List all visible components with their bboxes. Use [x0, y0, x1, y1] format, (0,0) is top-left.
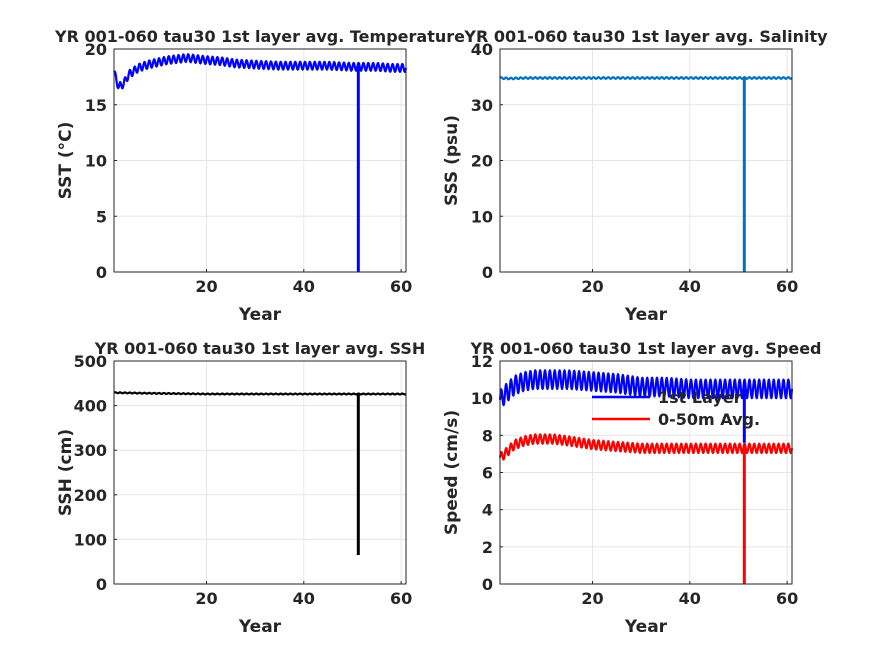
y-tick-label: 20	[471, 152, 493, 171]
series-line-1	[498, 369, 794, 407]
x-axis-label: Year	[238, 305, 282, 325]
x-axis-label: Year	[238, 617, 282, 637]
series-line-2	[498, 433, 794, 461]
x-tick-label: 60	[776, 277, 798, 296]
chart-title: YR 001-060 tau30 1st layer avg. Temperat…	[54, 27, 465, 46]
x-tick-label: 60	[390, 589, 412, 608]
y-tick-label: 6	[482, 464, 493, 483]
series-line-1	[499, 76, 793, 81]
chart-title: YR 001-060 tau30 1st layer avg. Salinity	[463, 27, 828, 46]
y-tick-label: 30	[471, 96, 493, 115]
x-tick-label: 20	[581, 589, 603, 608]
x-tick-label: 60	[776, 589, 798, 608]
x-tick-label: 40	[293, 277, 315, 296]
y-tick-label: 10	[471, 207, 493, 226]
x-tick-label: 40	[293, 589, 315, 608]
y-tick-label: 300	[74, 441, 107, 460]
legend: 1st Layer 0-50m Avg.	[592, 388, 760, 429]
x-axis-label: Year	[624, 305, 668, 325]
chart-title: YR 001-060 tau30 1st layer avg. Speed	[469, 339, 821, 358]
y-tick-label: 2	[482, 538, 493, 557]
y-tick-label: 500	[74, 352, 107, 371]
x-tick-label: 60	[390, 277, 412, 296]
series-line-1	[113, 391, 407, 396]
y-tick-label: 15	[85, 96, 107, 115]
y-tick-label: 0	[482, 263, 493, 282]
y-tick-label: 4	[482, 501, 493, 520]
y-tick-label: 10	[85, 152, 107, 171]
y-axis-label: SST (°C)	[56, 122, 76, 200]
y-tick-label: 400	[74, 397, 107, 416]
x-tick-label: 40	[679, 277, 701, 296]
x-tick-label: 40	[679, 589, 701, 608]
y-axis-label: SSH (cm)	[56, 429, 76, 516]
y-axis-label: SSS (psu)	[442, 115, 462, 206]
axes-box	[113, 360, 407, 585]
x-tick-label: 20	[195, 277, 217, 296]
y-axis-label: Speed (cm/s)	[442, 410, 462, 535]
legend-label-2: 0-50m Avg.	[658, 410, 760, 429]
legend-label-1: 1st Layer	[658, 388, 742, 407]
y-tick-label: 8	[482, 426, 493, 445]
y-tick-label: 40	[471, 40, 493, 59]
y-tick-label: 12	[471, 352, 493, 371]
x-axis-label: Year	[624, 617, 668, 637]
y-tick-label: 20	[85, 40, 107, 59]
y-tick-label: 0	[96, 575, 107, 594]
y-tick-label: 10	[471, 389, 493, 408]
y-tick-label: 5	[96, 207, 107, 226]
x-tick-label: 20	[195, 589, 217, 608]
y-tick-label: 0	[482, 575, 493, 594]
y-tick-label: 200	[74, 486, 107, 505]
x-tick-label: 20	[581, 277, 603, 296]
y-tick-label: 0	[96, 263, 107, 282]
chart-title: YR 001-060 tau30 1st layer avg. SSH	[94, 339, 426, 358]
y-tick-label: 100	[74, 530, 107, 549]
